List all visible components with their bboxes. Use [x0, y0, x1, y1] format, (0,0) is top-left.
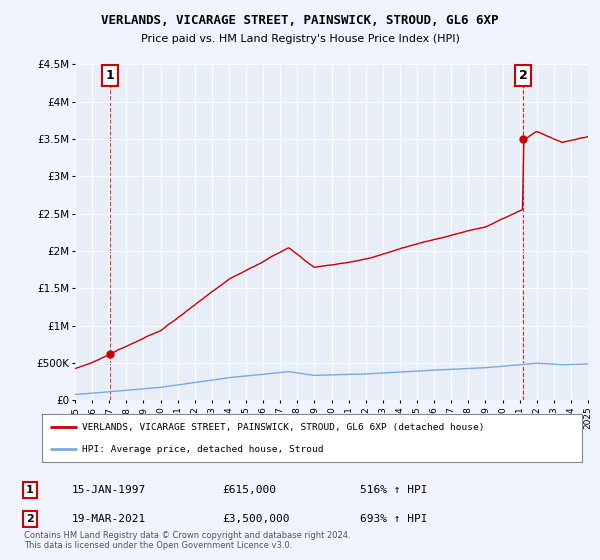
Text: 15-JAN-1997: 15-JAN-1997	[72, 485, 146, 495]
Text: VERLANDS, VICARAGE STREET, PAINSWICK, STROUD, GL6 6XP (detached house): VERLANDS, VICARAGE STREET, PAINSWICK, ST…	[83, 423, 485, 432]
Text: 2: 2	[26, 514, 34, 524]
Text: Contains HM Land Registry data © Crown copyright and database right 2024.
This d: Contains HM Land Registry data © Crown c…	[24, 530, 350, 550]
Text: Price paid vs. HM Land Registry's House Price Index (HPI): Price paid vs. HM Land Registry's House …	[140, 34, 460, 44]
Text: 1: 1	[26, 485, 34, 495]
Text: £3,500,000: £3,500,000	[222, 514, 290, 524]
Text: 516% ↑ HPI: 516% ↑ HPI	[360, 485, 427, 495]
Text: VERLANDS, VICARAGE STREET, PAINSWICK, STROUD, GL6 6XP: VERLANDS, VICARAGE STREET, PAINSWICK, ST…	[101, 14, 499, 27]
Text: HPI: Average price, detached house, Stroud: HPI: Average price, detached house, Stro…	[83, 445, 324, 454]
Text: 1: 1	[106, 69, 114, 82]
Text: 2: 2	[519, 69, 527, 82]
Text: £615,000: £615,000	[222, 485, 276, 495]
Text: 693% ↑ HPI: 693% ↑ HPI	[360, 514, 427, 524]
Text: 19-MAR-2021: 19-MAR-2021	[72, 514, 146, 524]
